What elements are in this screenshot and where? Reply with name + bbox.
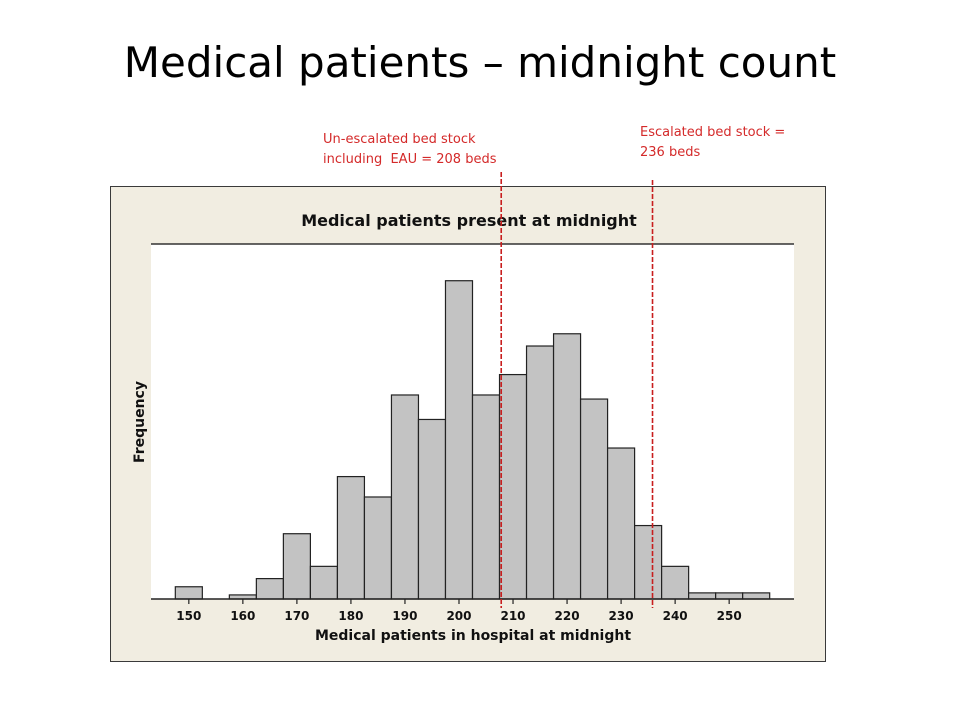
- histogram-bar-235: [634, 524, 663, 600]
- histogram-bar-240: [661, 565, 690, 600]
- histogram-bar-210: [498, 373, 528, 600]
- chart-frame: Medical patients present at midnight 150…: [110, 186, 826, 662]
- x-tick-label-180: 180: [338, 609, 363, 623]
- histogram-chart: Medical patients present at midnight 150…: [132, 211, 794, 644]
- histogram-bar-255: [742, 592, 771, 600]
- histogram-bar-215: [525, 345, 555, 600]
- x-tick-label-210: 210: [500, 609, 525, 623]
- histogram-bar-150: [174, 586, 203, 600]
- chart-title: Medical patients present at midnight: [301, 211, 637, 230]
- histogram-bar-180: [336, 475, 366, 600]
- x-ticks-group: 150 160 170 180 190 200 210 220 230 240 250: [176, 599, 742, 623]
- x-tick-label-250: 250: [717, 609, 742, 623]
- histogram-bar-190: [390, 394, 420, 600]
- x-tick-label-190: 190: [392, 609, 417, 623]
- escalated-annotation: Escalated bed stock = 236 beds: [640, 123, 830, 163]
- histogram-bar-185: [363, 496, 393, 600]
- x-tick-label-160: 160: [230, 609, 255, 623]
- unescalated-annotation: Un-escalated bed stock including EAU = 2…: [323, 130, 543, 170]
- histogram-bar-205: [471, 394, 501, 600]
- escalated-annotation-line2: 236 beds: [640, 145, 701, 160]
- x-tick-label-170: 170: [284, 609, 309, 623]
- x-tick-label-200: 200: [446, 609, 471, 623]
- x-tick-label-230: 230: [609, 609, 634, 623]
- histogram-bar-220: [552, 333, 582, 600]
- slide-title: Medical patients – midnight count: [123, 38, 837, 87]
- x-axis-label: Medical patients in hospital at midnight: [315, 628, 631, 644]
- x-tick-label-150: 150: [176, 609, 201, 623]
- unescalated-annotation-line1: Un-escalated bed stock: [323, 132, 476, 147]
- histogram-bar-200: [444, 280, 474, 600]
- x-tick-label-220: 220: [555, 609, 580, 623]
- unescalated-annotation-line2: including EAU = 208 beds: [323, 152, 497, 167]
- histogram-bar-195: [417, 418, 447, 600]
- x-tick-label-240: 240: [663, 609, 688, 623]
- histogram-bar-245: [688, 592, 717, 600]
- escalated-annotation-line1: Escalated bed stock =: [640, 125, 786, 140]
- bars-group: [174, 280, 771, 600]
- histogram-bar-225: [579, 398, 609, 600]
- histogram-bar-175: [309, 565, 339, 600]
- histogram-bar-165: [255, 577, 284, 600]
- histogram-bar-170: [282, 533, 311, 600]
- y-axis-label: Frequency: [132, 381, 148, 463]
- histogram-bar-250: [715, 592, 744, 600]
- histogram-bar-230: [606, 447, 636, 600]
